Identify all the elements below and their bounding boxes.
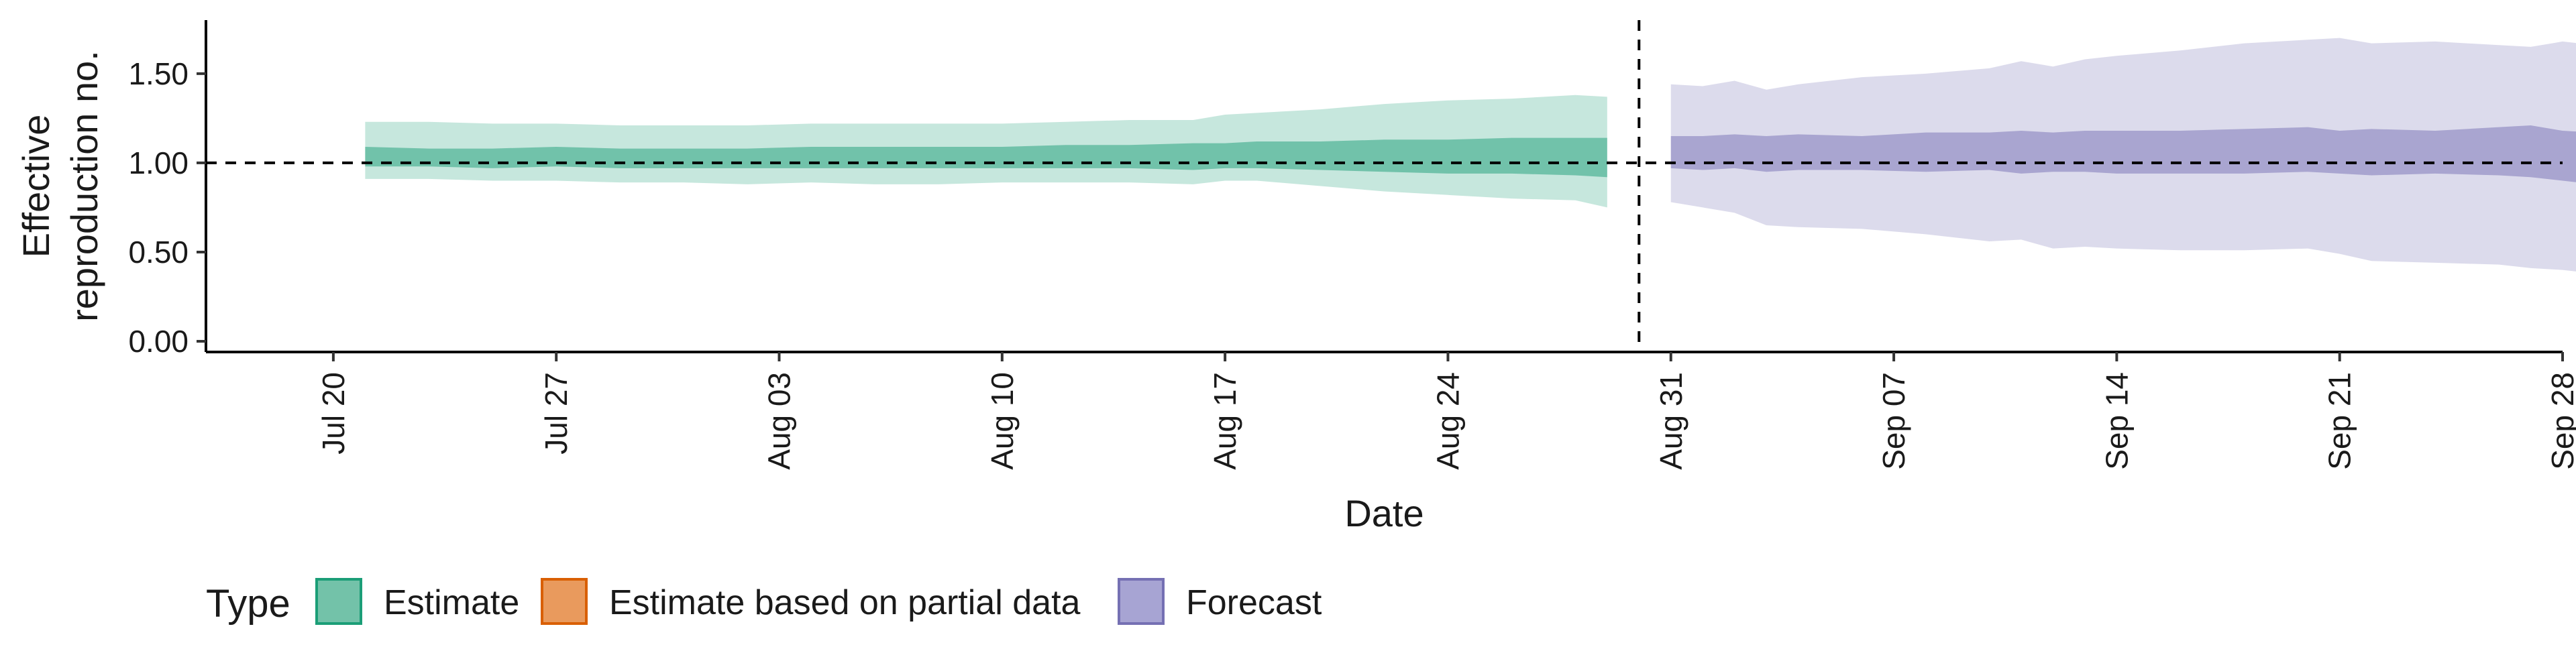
legend-key-2 (541, 578, 588, 625)
reference-lines-layer (206, 20, 2563, 352)
legend-key-1 (315, 578, 362, 625)
estimate-band-50 (365, 137, 1607, 178)
x-tick-label: Aug 10 (985, 372, 1020, 470)
x-tick-label: Jul 27 (539, 372, 574, 455)
legend-title: Type (206, 582, 290, 626)
x-axis-title: Date (1344, 492, 1424, 534)
x-tick-label: Sep 14 (2099, 372, 2134, 470)
y-axis-title: Effective reproduction no. (15, 50, 105, 322)
legend: Type Estimate Estimate based on partial d… (206, 578, 1322, 626)
x-tick-label: Sep 28 (2545, 372, 2576, 470)
axes-layer: 0.00 0.50 1.00 1.50 Jul 20 Jul 27 Aug 03 Aug 10… (128, 20, 2576, 470)
x-tick-label: Aug 24 (1430, 372, 1465, 470)
y-tick-label: 0.00 (128, 324, 189, 359)
legend-key-3 (1118, 578, 1165, 625)
legend-label-1: Estimate (384, 583, 519, 622)
x-tick-label: Sep 07 (1876, 372, 1911, 470)
x-tick-label: Sep 21 (2322, 372, 2357, 470)
bands-layer (365, 38, 2576, 272)
y-axis-title-line-1: Effective (15, 115, 57, 258)
x-tick-label: Aug 31 (1654, 372, 1688, 470)
y-tick-label: 0.50 (128, 235, 189, 270)
y-axis-title-line-2: reproduction no. (63, 50, 105, 322)
legend-label-2: Estimate based on partial data (609, 583, 1081, 622)
x-tick-label: Aug 03 (762, 372, 797, 470)
x-tick-label: Aug 17 (1208, 372, 1242, 470)
legend-label-3: Forecast (1186, 583, 1322, 622)
x-tick-label: Jul 20 (316, 372, 351, 455)
y-tick-label: 1.00 (128, 145, 189, 180)
y-tick-label: 1.50 (128, 56, 189, 91)
forecast-band-50 (1670, 125, 2576, 182)
